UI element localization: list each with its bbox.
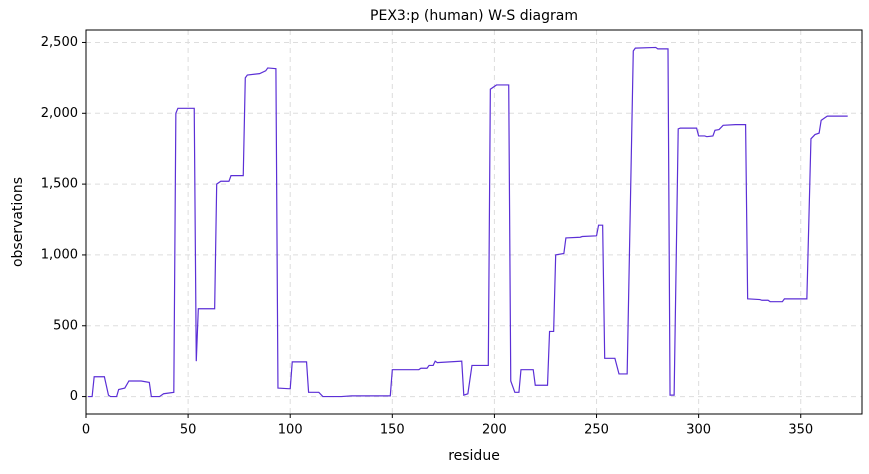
x-tick-label: 150 xyxy=(380,423,405,438)
x-axis-label: residue xyxy=(448,448,500,464)
y-tick-label: 1,500 xyxy=(41,177,78,192)
y-axis-label: observations xyxy=(10,177,26,267)
y-tick-label: 1,000 xyxy=(41,247,78,262)
x-tick-label: 250 xyxy=(584,423,609,438)
x-tick-label: 200 xyxy=(482,423,507,438)
x-tick-label: 50 xyxy=(180,423,197,438)
y-tick-label: 500 xyxy=(53,318,78,333)
chart-title: PEX3:p (human) W-S diagram xyxy=(370,8,578,24)
x-tick-label: 100 xyxy=(278,423,303,438)
x-tick-label: 350 xyxy=(788,423,813,438)
x-tick-label: 0 xyxy=(82,423,90,438)
y-tick-label: 2,000 xyxy=(41,106,78,121)
y-tick-label: 0 xyxy=(70,389,78,404)
plot-frame xyxy=(85,29,863,415)
x-tick-label: 300 xyxy=(686,423,711,438)
data-line xyxy=(88,46,848,398)
y-tick-label: 2,500 xyxy=(41,35,78,50)
